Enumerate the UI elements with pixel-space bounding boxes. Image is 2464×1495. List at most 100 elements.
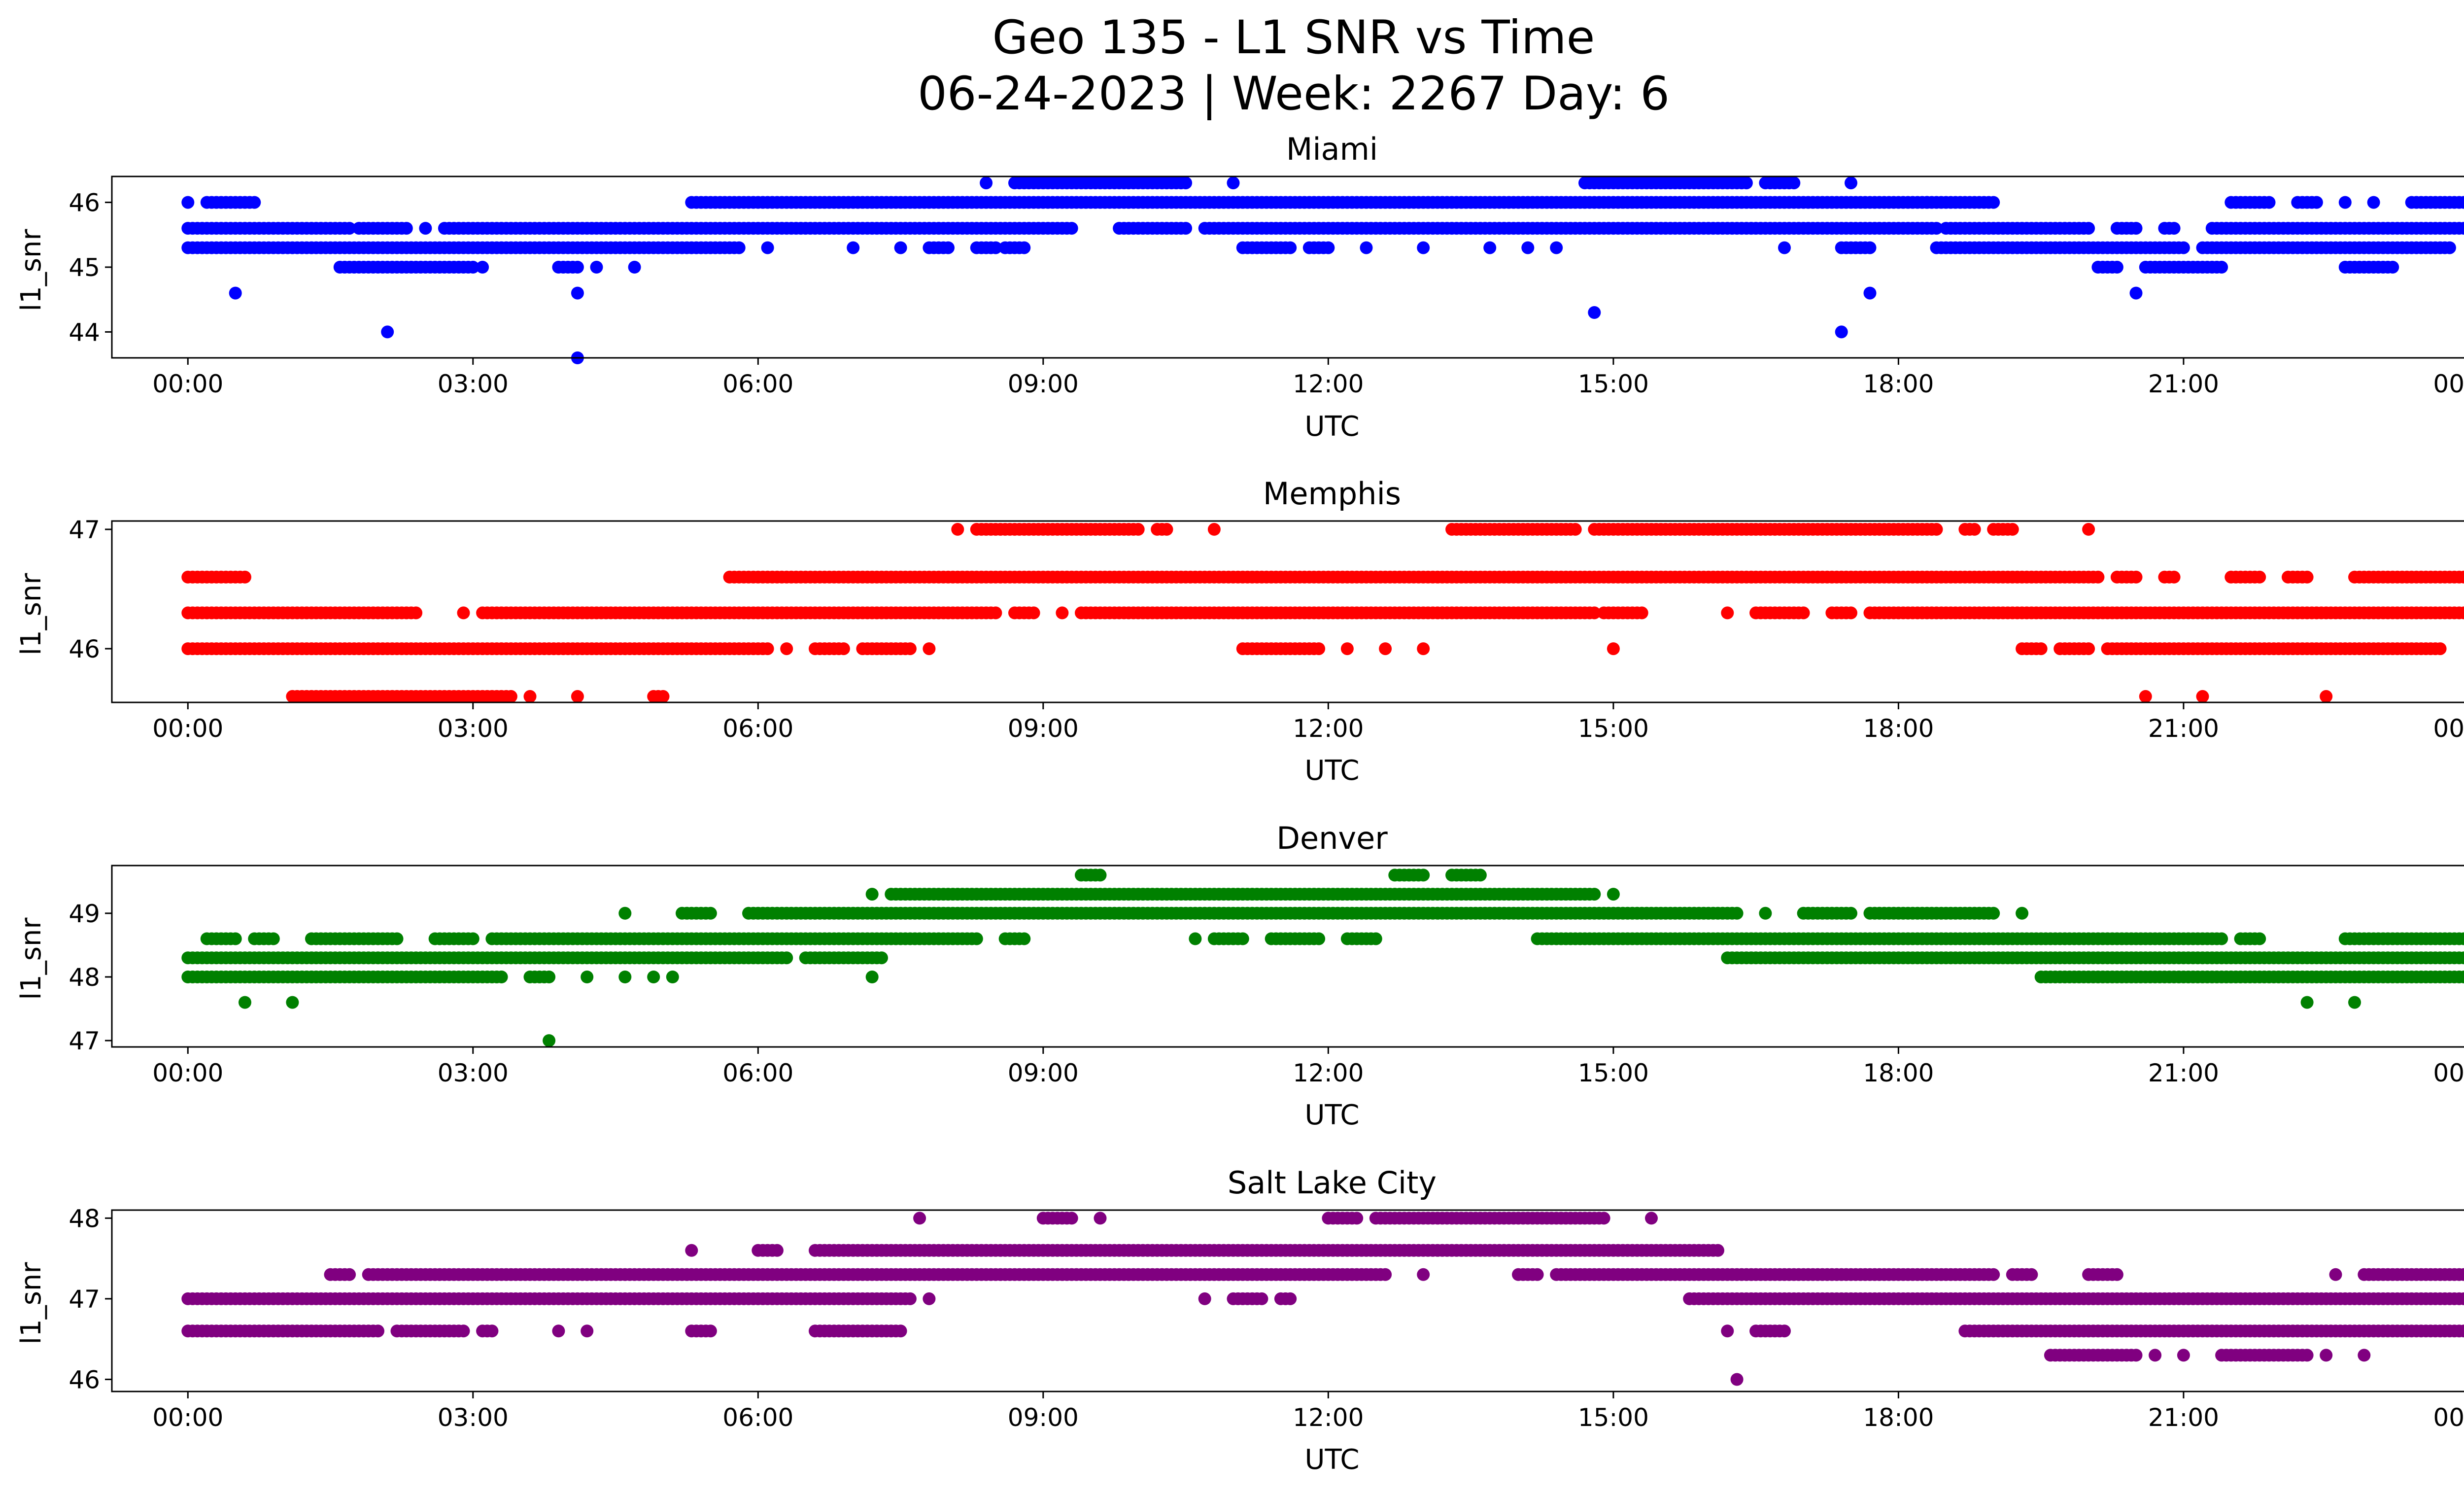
miami-data-point (2215, 261, 2228, 274)
salt-lake-city-x-tick-label: 09:00 (1008, 1403, 1079, 1432)
miami-data-point (2129, 286, 2143, 300)
miami-data-point (1065, 222, 1078, 235)
salt-lake-city-data-point (894, 1324, 907, 1338)
memphis-data-point (656, 690, 670, 703)
salt-lake-city-x-axis-label: UTC (1304, 1444, 1359, 1476)
denver-data-point (970, 932, 983, 945)
miami-y-tick-label: 45 (68, 253, 100, 282)
salt-lake-city-data-point (1645, 1212, 1658, 1225)
salt-lake-city-data-point (1987, 1268, 2000, 1281)
memphis-data-point (837, 642, 850, 656)
miami-data-point (1322, 241, 1335, 254)
svg-text:l1_snr: l1_snr (15, 1262, 47, 1345)
memphis-data-point (1797, 606, 1810, 620)
salt-lake-city-x-tick-label: 21:00 (2148, 1403, 2219, 1432)
memphis-x-tick-label: 21:00 (2148, 714, 2219, 743)
miami-data-point (1521, 241, 1535, 254)
miami-data-point (1845, 176, 1857, 190)
memphis-data-point (2433, 642, 2447, 656)
denver-data-point (1369, 932, 1382, 945)
denver-data-point (1094, 869, 1107, 882)
miami-data-point (2367, 196, 2380, 209)
miami-data-point (1740, 176, 1753, 190)
miami-x-tick-label: 00:00 (152, 370, 223, 398)
memphis-data-point (923, 642, 936, 656)
salt-lake-city-data-point (581, 1324, 594, 1338)
denver-x-tick-label: 21:00 (2148, 1059, 2219, 1087)
denver-x-tick-label: 09:00 (1008, 1059, 1079, 1087)
memphis-data-point (2320, 690, 2333, 703)
miami-data-point (1179, 176, 1193, 190)
miami-data-point (1863, 241, 1877, 254)
memphis-data-point (1340, 642, 1354, 656)
memphis-data-point (780, 642, 793, 656)
memphis-data-point (903, 642, 917, 656)
denver-data-point (543, 1034, 556, 1047)
miami-x-axis-label: UTC (1304, 411, 1359, 443)
denver-plot-frame (111, 865, 2464, 1048)
memphis-x-axis-label: UTC (1304, 755, 1359, 787)
miami-x-tick-label: 09:00 (1008, 370, 1079, 398)
salt-lake-city-data-point (457, 1324, 470, 1338)
salt-lake-city-data-point (770, 1244, 784, 1257)
salt-lake-city-data-point (1711, 1244, 1724, 1257)
miami-data-point (980, 176, 993, 190)
denver-data-point (666, 971, 679, 983)
miami-data-point (1018, 241, 1031, 254)
salt-lake-city-data-point (2177, 1349, 2190, 1362)
memphis-data-point (571, 690, 584, 703)
salt-lake-city-x-tick-label: 06:00 (722, 1403, 793, 1432)
memphis-data-point (989, 606, 1002, 620)
salt-lake-city-x-tick-label: 03:00 (438, 1403, 509, 1432)
miami-data-point (571, 286, 584, 300)
miami-y-tick-label: 44 (68, 318, 100, 347)
miami-data-point (2129, 222, 2143, 235)
salt-lake-city-data-point (2025, 1268, 2038, 1281)
salt-lake-city-y-axis-label: l1_snr (15, 1262, 47, 1345)
denver-data-point (1730, 906, 1744, 920)
denver-data-point (2253, 932, 2266, 945)
denver-data-point (618, 906, 632, 920)
salt-lake-city-x-tick-label: 12:00 (1293, 1403, 1364, 1432)
denver-data-point (1845, 906, 1857, 920)
miami-data-point (466, 261, 479, 274)
denver-data-point (780, 951, 793, 965)
memphis-x-tick-label: 09:00 (1008, 714, 1079, 743)
salt-lake-city-data-point (552, 1324, 565, 1338)
salt-lake-city-data-point (2300, 1349, 2314, 1362)
memphis-data-point (504, 690, 517, 703)
memphis-data-point (2139, 690, 2152, 703)
salt-lake-city-y-tick-label: 47 (68, 1285, 100, 1314)
denver-y-tick-label: 47 (68, 1027, 100, 1055)
salt-lake-city-data-point (2358, 1349, 2371, 1362)
denver-data-point (1312, 932, 1326, 945)
denver-data-point (618, 971, 632, 983)
memphis-data-point (457, 606, 470, 620)
memphis-data-point (951, 522, 964, 536)
miami-data-point (628, 261, 641, 274)
denver-data-point (1473, 869, 1487, 882)
miami-data-point (1787, 176, 1801, 190)
salt-lake-city-data-point (1531, 1268, 1544, 1281)
miami-panel: Miami l1_snr UTC 00:00 03:00 06:00 09:00 12:… (15, 131, 2464, 443)
salt-lake-city-data-point (343, 1268, 356, 1281)
miami-x-tick-label: 18:00 (1863, 370, 1934, 398)
memphis-data-point (1721, 606, 1734, 620)
memphis-x-tick-label: 03:00 (438, 714, 509, 743)
miami-plot-frame (111, 175, 2464, 359)
salt-lake-city-data-point (2462, 1326, 2464, 1336)
miami-data-point (2338, 196, 2352, 209)
miami-x-tick-label: 21:00 (2148, 370, 2219, 398)
miami-data-point (400, 222, 413, 235)
denver-data-point (286, 996, 299, 1009)
salt-lake-city-data-point (685, 1244, 698, 1257)
salt-lake-city-data-point (2457, 1268, 2464, 1281)
salt-lake-city-data-point (372, 1324, 384, 1338)
memphis-data-point (1131, 522, 1145, 536)
miami-data-point (1360, 241, 1373, 254)
denver-x-tick-label: 15:00 (1578, 1059, 1649, 1087)
miami-data-point (1227, 176, 1240, 190)
miami-data-point (2457, 222, 2464, 235)
miami-data-point (590, 261, 603, 274)
